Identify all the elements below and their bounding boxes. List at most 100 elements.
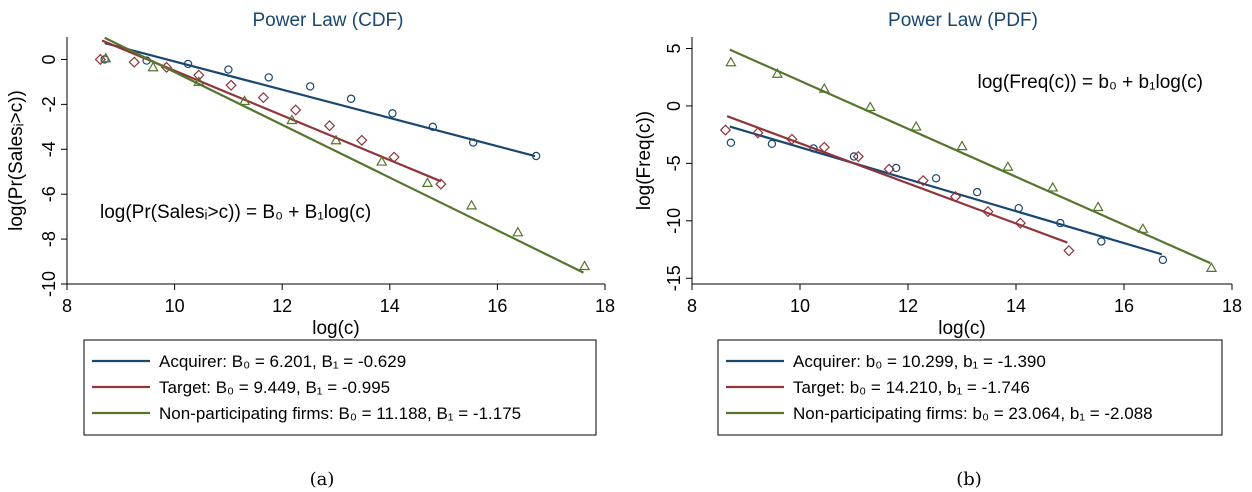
panel-caption: (a)	[310, 469, 335, 490]
y-axis-label: log(Pr(Salesᵢ>c))	[6, 90, 27, 231]
data-point-diamond	[982, 205, 994, 218]
y-tick-label: -2	[39, 96, 59, 112]
data-point-circle	[264, 73, 273, 82]
legend-entry: Non-participating firms: b₀ = 23.064, b₁…	[793, 404, 1153, 423]
data-point-diamond	[818, 141, 830, 153]
data-point-circle	[531, 151, 541, 161]
x-tick-label: 18	[595, 296, 615, 316]
legend-entry: Acquirer: b₀ = 10.299, b₁ = -1.390	[793, 352, 1046, 371]
panel-caption: (b)	[956, 469, 982, 490]
data-point-triangle	[238, 95, 251, 106]
legend-entry: Target: B₀ = 9.449, B₁ = -0.995	[159, 378, 390, 397]
chart-title: Power Law (CDF)	[253, 10, 404, 31]
y-tick-label: 5	[664, 43, 684, 53]
fit-line	[726, 115, 1068, 244]
data-point-diamond	[435, 178, 447, 190]
data-point-triangle	[193, 76, 205, 86]
data-point-triangle	[147, 61, 159, 72]
x-tick-label: 12	[272, 296, 292, 316]
data-point-triangle	[578, 260, 591, 271]
data-point-triangle	[956, 140, 968, 151]
series-diamond	[719, 115, 1075, 257]
data-point-circle	[891, 163, 901, 173]
data-point-triangle	[1205, 262, 1218, 272]
equation-annotation: log(Freq(c)) = b₀ + b₁log(c)	[978, 72, 1203, 93]
data-point-diamond	[323, 120, 336, 132]
data-point-triangle	[1092, 201, 1104, 212]
data-point-diamond	[786, 133, 798, 145]
data-point-diamond	[852, 150, 864, 163]
x-axis-label: log(c)	[312, 318, 360, 339]
y-tick-label: 0	[664, 101, 684, 111]
data-point-diamond	[719, 124, 732, 136]
y-tick-label: -4	[39, 141, 59, 157]
data-point-circle	[849, 152, 859, 161]
y-tick-label: -10	[39, 271, 59, 297]
legend-box	[717, 339, 1223, 436]
y-tick-label: 0	[39, 54, 59, 64]
data-point-diamond	[128, 56, 140, 68]
data-point-diamond	[1014, 217, 1026, 229]
legend: Acquirer: b₀ = 10.299, b₁ = -1.390 Target…	[717, 339, 1223, 436]
data-point-circle	[388, 109, 397, 118]
data-point-diamond	[917, 174, 929, 187]
data-point-triangle	[421, 177, 434, 188]
data-point-circle	[1097, 237, 1106, 246]
data-point-triangle	[910, 120, 922, 131]
chart-title: Power Law (PDF)	[888, 10, 1038, 31]
data-point-circle	[767, 139, 777, 149]
data-point-diamond	[388, 151, 400, 163]
data-point-diamond	[883, 163, 895, 175]
data-point-triangle	[1137, 223, 1149, 233]
series-circle	[726, 125, 1168, 265]
x-tick-label: 16	[487, 296, 507, 316]
y-tick-label: -10	[664, 208, 684, 234]
y-tick-label: -8	[39, 231, 59, 247]
data-point-triangle	[465, 199, 478, 210]
data-point-triangle	[725, 56, 737, 67]
x-tick-label: 18	[1222, 296, 1242, 316]
data-point-circle	[1056, 218, 1065, 228]
chart-panel-b: Power Law (PDF) 8 10 12 14 16 18 5 0 -5 -10 -15 log(…	[634, 10, 1242, 490]
data-point-circle	[428, 122, 438, 132]
series-diamond	[94, 39, 447, 190]
data-point-diamond	[949, 191, 962, 203]
data-point-circle	[1014, 203, 1023, 213]
series-triangle	[100, 36, 591, 274]
y-tick-label: -5	[664, 155, 684, 171]
data-point-triangle	[771, 67, 783, 78]
series-triangle	[725, 48, 1218, 272]
equation-annotation: log(Pr(Salesᵢ>c)) = B₀ + B₁log(c)	[100, 202, 371, 223]
data-point-diamond	[290, 104, 302, 116]
data-point-circle	[1158, 255, 1168, 265]
x-axis-label: log(c)	[938, 318, 986, 339]
data-point-circle	[972, 187, 982, 197]
data-point-diamond	[356, 134, 368, 146]
fit-line	[729, 48, 1211, 265]
x-tick-label: 10	[790, 296, 810, 316]
data-point-circle	[931, 174, 941, 183]
x-tick-label: 10	[165, 296, 185, 316]
data-point-diamond	[193, 69, 205, 81]
data-point-circle	[809, 144, 818, 153]
data-point-triangle	[512, 226, 524, 237]
fit-line	[729, 125, 1163, 256]
data-point-circle	[183, 59, 193, 69]
data-point-triangle	[376, 155, 388, 166]
data-point-triangle	[864, 101, 876, 112]
data-point-circle	[346, 94, 356, 103]
data-point-triangle	[1002, 161, 1014, 171]
y-tick-label: -6	[39, 186, 59, 202]
data-point-triangle	[330, 134, 342, 145]
legend-entry: Acquirer: B₀ = 6.201, B₁ = -0.629	[159, 352, 406, 371]
data-point-circle	[305, 82, 315, 91]
fit-line	[104, 42, 536, 158]
data-point-diamond	[752, 127, 764, 139]
data-point-diamond	[257, 91, 270, 104]
data-point-triangle	[286, 114, 298, 125]
legend-box	[83, 339, 597, 436]
fit-line	[104, 36, 584, 274]
y-axis-label: log(Freq(c))	[634, 111, 655, 210]
data-point-diamond	[225, 79, 237, 91]
